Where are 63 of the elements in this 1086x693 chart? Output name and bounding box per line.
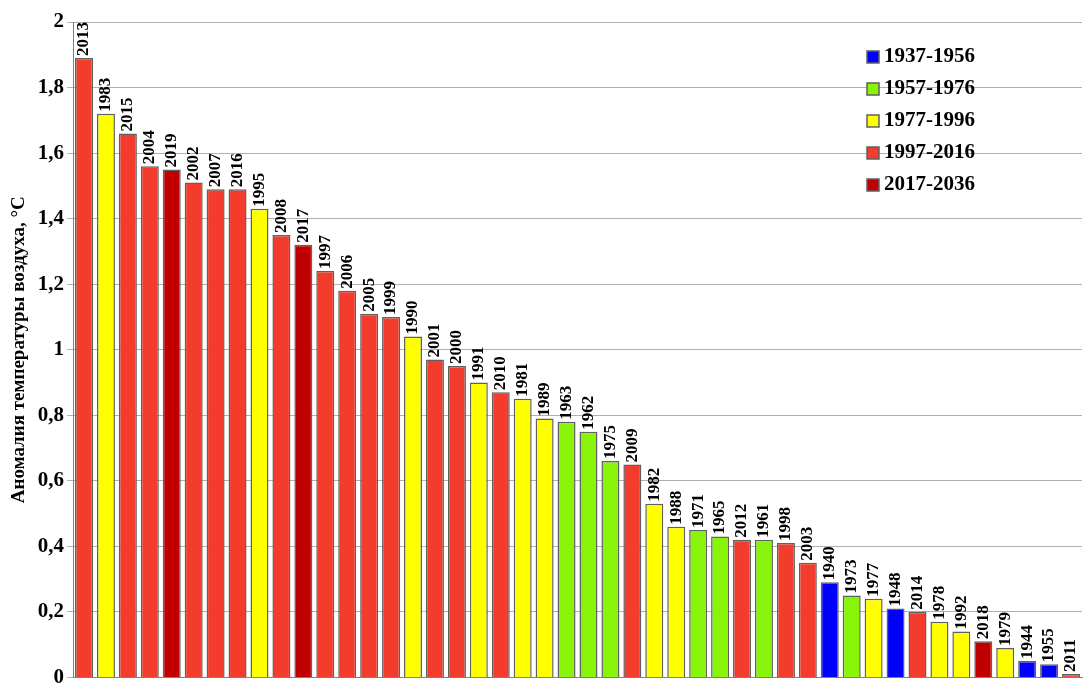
x-tick-label: 1983 xyxy=(95,77,115,112)
x-tick-label: 1948 xyxy=(884,572,904,607)
y-tick-label: 1,4 xyxy=(37,205,65,230)
x-tick-label: 1978 xyxy=(928,585,948,620)
x-tick-label: 2015 xyxy=(117,97,137,132)
x-tick-label: 1962 xyxy=(577,395,597,430)
x-tick-label: 2005 xyxy=(358,277,378,312)
x-tick-label: 2016 xyxy=(226,153,246,188)
x-tick-label: 2004 xyxy=(139,129,159,165)
x-tick-label: 1988 xyxy=(665,490,685,525)
y-tick-label: 1,8 xyxy=(37,73,65,98)
x-tick-label: 2019 xyxy=(161,133,181,168)
x-tick-label: 1963 xyxy=(555,385,575,420)
x-tick-label: 2013 xyxy=(73,22,93,57)
y-tick-label: 0 xyxy=(53,663,65,688)
x-tick-label: 1961 xyxy=(753,503,773,538)
y-tick-label: 0,2 xyxy=(37,598,65,623)
x-tick-label: 1990 xyxy=(402,300,422,335)
x-tick-label: 2006 xyxy=(336,254,356,289)
x-tick-label: 1997 xyxy=(314,234,334,270)
y-tick-label: 0,4 xyxy=(37,532,65,557)
x-tick-label: 2010 xyxy=(490,356,510,391)
x-tick-label: 2001 xyxy=(424,323,444,358)
x-tick-label: 1981 xyxy=(512,362,532,397)
legend-label: 1977-1996 xyxy=(884,107,975,132)
y-tick-label: 0,8 xyxy=(37,401,65,426)
x-tick-label: 1982 xyxy=(643,467,663,502)
x-tick-label: 2018 xyxy=(972,605,992,640)
x-tick-label: 2011 xyxy=(1060,639,1080,673)
x-tick-label: 1979 xyxy=(994,611,1014,646)
y-axis-title: Аномалия температуры воздуха, °C xyxy=(7,196,29,504)
y-tick-label: 1 xyxy=(53,336,65,361)
x-tick-label: 2002 xyxy=(183,146,203,181)
x-tick-label: 1955 xyxy=(1038,628,1058,663)
x-tick-label: 1965 xyxy=(709,500,729,535)
x-tick-label: 2017 xyxy=(292,208,312,243)
x-tick-label: 1998 xyxy=(775,507,795,542)
x-tick-label: 2003 xyxy=(797,526,817,561)
y-tick-label: 0,6 xyxy=(37,467,65,492)
x-tick-label: 1999 xyxy=(380,280,400,315)
y-tick-label: 1,6 xyxy=(37,139,65,164)
x-tick-label: 2008 xyxy=(270,199,290,234)
x-tick-label: 2000 xyxy=(446,330,466,365)
y-tick-label: 1,2 xyxy=(37,270,65,295)
x-tick-label: 1992 xyxy=(950,595,970,630)
legend-label: 1957-1976 xyxy=(884,75,975,100)
x-tick-label: 1971 xyxy=(687,493,707,528)
x-tick-label: 1975 xyxy=(599,425,619,460)
x-tick-label: 1991 xyxy=(468,346,488,381)
y-tick-label: 2 xyxy=(53,8,65,33)
x-tick-label: 2012 xyxy=(731,503,751,538)
x-tick-label: 2014 xyxy=(906,575,926,610)
x-tick-label: 1977 xyxy=(863,562,883,597)
legend-label: 2017-2036 xyxy=(884,171,975,196)
x-tick-label: 1989 xyxy=(534,382,554,417)
legend-label: 1997-2016 xyxy=(884,139,975,164)
legend-label: 1937-1956 xyxy=(884,43,975,68)
x-tick-label: 1940 xyxy=(819,546,839,581)
x-tick-label: 1973 xyxy=(841,559,861,594)
x-tick-label: 2007 xyxy=(205,152,225,188)
x-tick-label: 1944 xyxy=(1016,624,1036,660)
x-tick-label: 2009 xyxy=(621,428,641,463)
x-tick-label: 1995 xyxy=(248,172,268,207)
